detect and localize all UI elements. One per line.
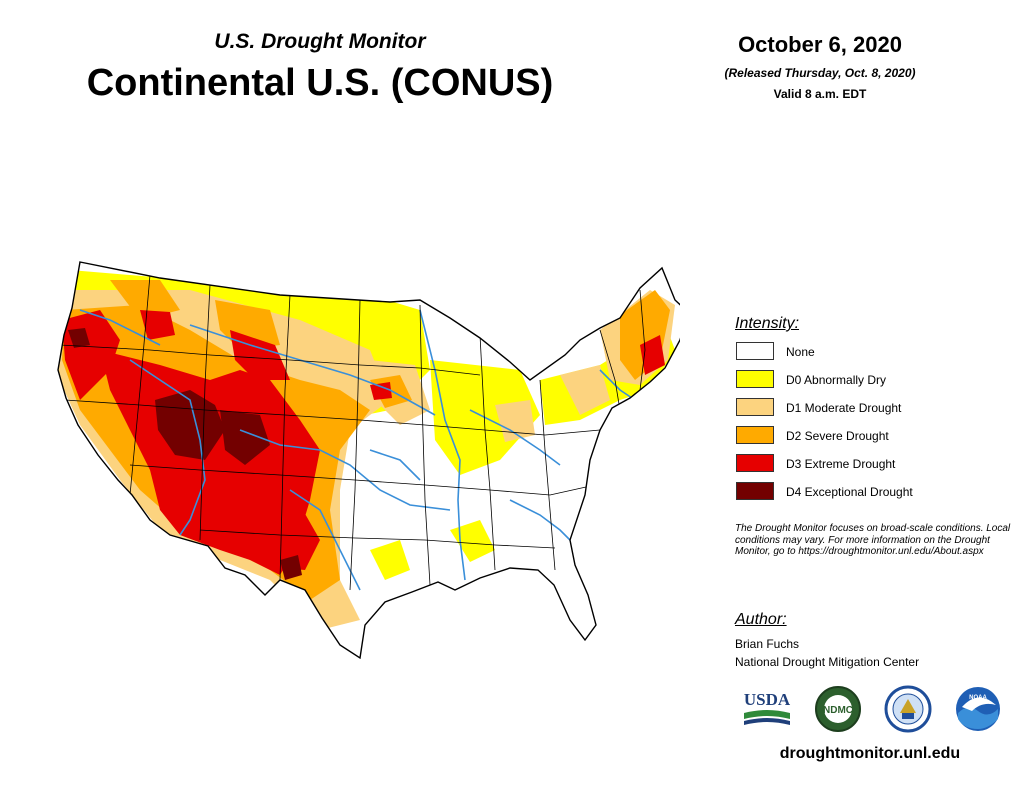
legend-label: D3 Extreme Drought <box>786 457 896 471</box>
release-date: (Released Thursday, Oct. 8, 2020) <box>724 66 916 80</box>
svg-text:NDMC: NDMC <box>823 705 853 716</box>
state-borders <box>59 274 646 591</box>
commerce-seal-icon <box>884 685 932 733</box>
map-date: October 6, 2020 <box>738 32 902 57</box>
conus-drought-map <box>57 261 680 660</box>
legend-swatch <box>736 342 774 360</box>
partner-logos: USDA NDMC NOAA <box>740 685 1010 733</box>
ndmc-logo-icon: NDMC <box>815 686 861 732</box>
legend-label: None <box>786 345 815 359</box>
author-heading: Author: <box>735 611 787 628</box>
legend-title: Intensity: <box>735 315 800 332</box>
legend-swatch <box>736 398 774 416</box>
legend-label: D1 Moderate Drought <box>786 401 902 415</box>
legend-label: D0 Abnormally Dry <box>786 373 887 387</box>
us-outline <box>57 261 680 660</box>
svg-text:USDA: USDA <box>744 690 791 709</box>
map-subtitle: U.S. Drought Monitor <box>214 30 426 53</box>
legend-swatch <box>736 454 774 472</box>
author-name: Brian Fuchs <box>735 637 800 651</box>
map-title: Continental U.S. (CONUS) <box>86 62 554 104</box>
usda-logo-icon: USDA <box>744 690 791 725</box>
legend-label: D2 Severe Drought <box>786 429 889 443</box>
noaa-logo-icon: NOAA <box>956 687 1000 731</box>
disclaimer-note: The Drought Monitor focuses on broad-sca… <box>735 523 1011 557</box>
legend-swatch <box>736 482 774 500</box>
legend-swatch <box>736 370 774 388</box>
svg-text:NOAA: NOAA <box>969 695 987 701</box>
valid-time: Valid 8 a.m. EDT <box>773 87 867 101</box>
author-organization: National Drought Mitigation Center <box>735 655 920 669</box>
legend-label: D4 Exceptional Drought <box>786 485 913 499</box>
legend-swatch <box>736 426 774 444</box>
website-link[interactable]: droughtmonitor.unl.edu <box>779 745 961 762</box>
